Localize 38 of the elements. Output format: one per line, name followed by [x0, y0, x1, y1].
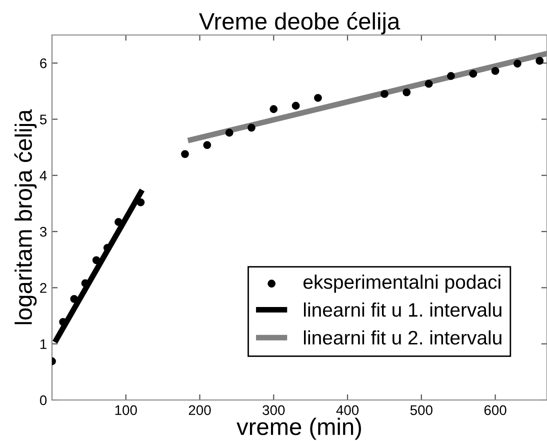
point [92, 256, 100, 264]
point [491, 66, 500, 75]
y-tick-label: 1 [40, 339, 46, 349]
point [136, 198, 145, 206]
point [225, 128, 234, 137]
point [70, 294, 78, 303]
x-tick-label: 100 [115, 405, 137, 416]
chart-title: Vreme deobe ćelija [198, 12, 400, 34]
x-tick-label: 400 [336, 405, 359, 416]
point [203, 141, 212, 150]
y-tick-label: 6 [40, 58, 47, 68]
point [424, 80, 433, 88]
x-axis-title: vreme (min) [236, 418, 362, 440]
point [447, 72, 455, 80]
x-tick-label: 200 [188, 405, 211, 416]
point [292, 102, 300, 110]
y-tick-label: 4 [40, 170, 47, 180]
y-tick-label: 3 [40, 226, 47, 237]
y-axis-title: logaritam broja ćelija [14, 109, 37, 324]
x-tick-label: 300 [262, 405, 285, 416]
legend-label: linearni fit u 1. intervalu [304, 302, 502, 317]
point [314, 94, 322, 102]
point [536, 56, 544, 65]
x-tick-label: 500 [410, 405, 432, 416]
y-tick-label: 2 [40, 283, 46, 293]
point [402, 88, 411, 96]
point [181, 150, 189, 158]
y-tick-label: 5 [40, 114, 47, 124]
point [469, 70, 478, 78]
x-tick-label: 600 [484, 405, 506, 416]
point [380, 90, 388, 98]
point [513, 60, 522, 68]
point [114, 218, 122, 226]
legend-label: linearni fit u 2. intervalu [304, 330, 502, 345]
y-tick-label: 0 [40, 395, 47, 406]
point [248, 124, 256, 132]
point [270, 105, 278, 114]
legend-label: eksperimentalni podaci [304, 274, 500, 293]
